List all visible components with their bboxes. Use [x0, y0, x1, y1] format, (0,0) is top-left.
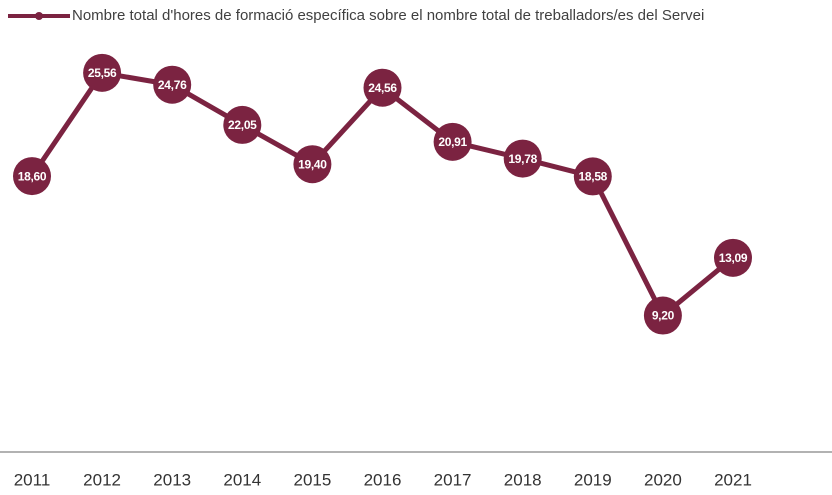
value-label: 25,56 — [88, 66, 117, 80]
point — [573, 157, 612, 196]
point — [83, 53, 122, 92]
value-label: 19,40 — [298, 157, 327, 171]
x-tick-label: 2020 — [644, 470, 682, 489]
value-label: 9,20 — [652, 309, 675, 323]
point — [153, 65, 192, 104]
point — [363, 68, 402, 107]
point — [714, 238, 752, 277]
value-label: 20,91 — [438, 135, 467, 149]
x-tick-label: 2018 — [504, 470, 542, 489]
series-line — [29, 70, 735, 319]
point — [503, 139, 542, 178]
x-tick-label: 2014 — [223, 470, 261, 489]
value-label: 13,09 — [719, 251, 748, 265]
value-label: 24,76 — [158, 78, 187, 92]
x-tick-label: 2013 — [153, 470, 191, 489]
value-label: 22,05 — [228, 118, 257, 132]
x-tick-label: 2019 — [574, 470, 612, 489]
point — [433, 122, 472, 161]
point — [223, 105, 262, 144]
value-label: 19,78 — [508, 152, 537, 166]
x-tick-label: 2011 — [14, 470, 51, 489]
value-label: 24,56 — [368, 81, 397, 95]
value-label: 18,58 — [579, 170, 608, 184]
x-tick-label: 2015 — [293, 470, 331, 489]
point — [13, 157, 51, 196]
x-tick-label: 2012 — [83, 470, 121, 489]
x-tick-label: 2017 — [434, 470, 472, 489]
x-tick-label: 2016 — [364, 470, 402, 489]
legend-label: Nombre total d'hores de formació específ… — [72, 7, 704, 24]
point — [643, 296, 682, 335]
value-label: 18,60 — [18, 169, 47, 183]
point — [293, 145, 332, 184]
legend-marker — [35, 12, 43, 20]
x-tick-label: 2021 — [714, 470, 752, 489]
